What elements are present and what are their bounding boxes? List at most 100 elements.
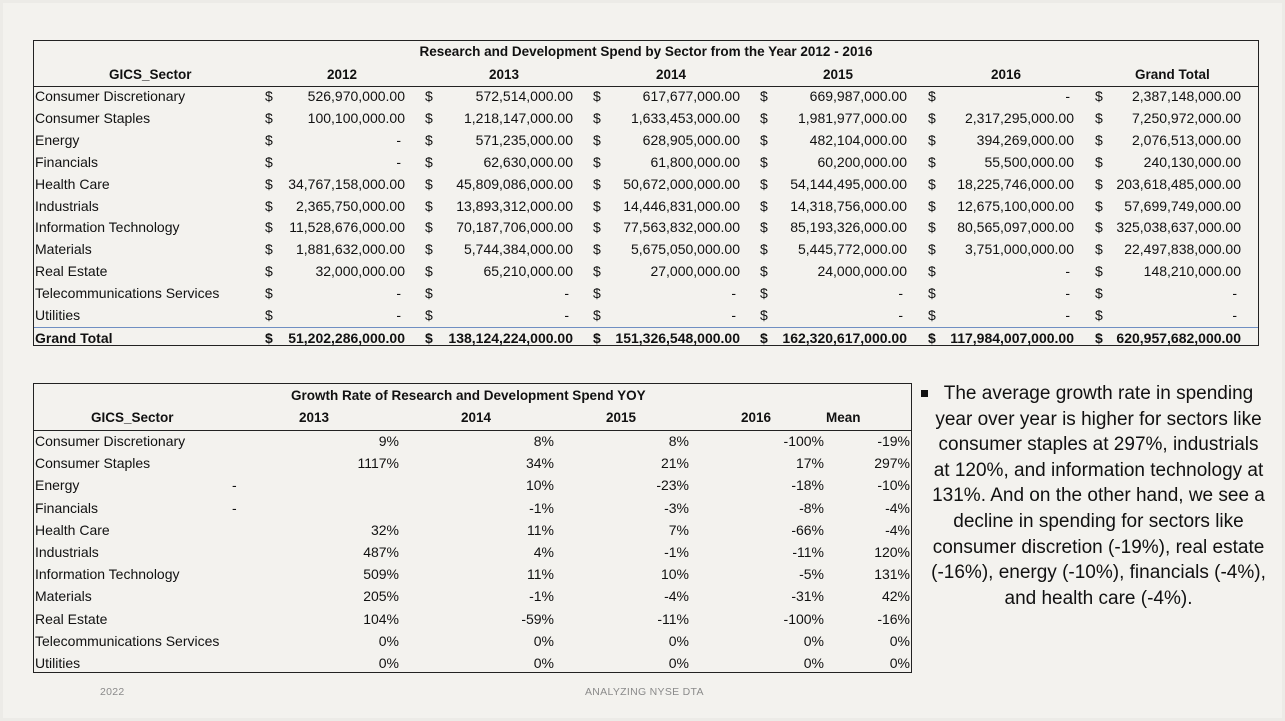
spend-value: 14,318,756,000.00	[790, 197, 907, 214]
growth-header-2015: 2015	[606, 410, 637, 425]
currency-symbol: $	[425, 285, 433, 302]
currency-symbol: $	[425, 241, 433, 258]
growth-rate-table-title: Growth Rate of Research and Development …	[291, 388, 646, 403]
spend-value: 80,565,097,000.00	[957, 219, 1074, 236]
table-row: Financials $ - $62,630,000.00 $61,800,000.00…	[34, 152, 1258, 174]
growth-value: 8%	[668, 433, 689, 449]
spend-value: 628,905,000.00	[642, 131, 740, 148]
header-2014: 2014	[656, 67, 687, 82]
growth-header-2016: 2016	[741, 410, 772, 425]
rd-spend-table-title: Research and Development Spend by Sector…	[419, 44, 873, 59]
spend-value: 85,193,326,000.00	[790, 219, 907, 236]
sector-label: Materials	[35, 241, 92, 258]
currency-symbol: $	[928, 109, 936, 126]
sector-label: Financials	[35, 153, 99, 170]
spend-value: 61,800,000.00	[650, 153, 740, 170]
growth-value: 0%	[803, 632, 824, 649]
growth-value: 10%	[525, 477, 554, 494]
spend-value: -	[731, 307, 736, 323]
currency-symbol: $	[425, 219, 433, 236]
currency-symbol: $	[760, 285, 768, 302]
grand-total-row: Grand Total $51,202,286,000.00 $138,124,22…	[34, 326, 1258, 350]
spend-value: 203,618,485,000.00	[1116, 175, 1241, 192]
header-2013: 2013	[489, 67, 520, 82]
summary-text: The average growth rate in spending year…	[931, 383, 1266, 609]
currency-symbol: $	[760, 197, 768, 214]
spend-value: -	[396, 153, 401, 170]
growth-header-2014: 2014	[461, 410, 492, 425]
currency-symbol: $	[1095, 88, 1103, 104]
spend-value: 669,987,000.00	[809, 88, 907, 104]
spend-value: 7,250,972,000.00	[1132, 109, 1241, 126]
table-row: Materials 205% -1% -4% -31% 42%	[34, 586, 911, 608]
growth-value: 7%	[668, 521, 689, 538]
spend-value: 138,124,224,000.00	[448, 329, 573, 346]
spend-value: 482,104,000.00	[809, 131, 907, 148]
growth-header-2013: 2013	[299, 410, 330, 425]
growth-value: 104%	[363, 610, 399, 627]
growth-value: -66%	[791, 521, 824, 538]
spend-value: 60,200,000.00	[817, 153, 907, 170]
currency-symbol: $	[760, 175, 768, 192]
growth-value: 17%	[795, 455, 824, 472]
growth-value: -4%	[885, 521, 910, 538]
currency-symbol: $	[1095, 307, 1103, 323]
spend-value: 18,225,746,000.00	[957, 175, 1074, 192]
sector-label: Industrials	[35, 544, 99, 560]
currency-symbol: $	[265, 307, 273, 323]
spend-value: -	[1065, 285, 1070, 302]
currency-symbol: $	[593, 197, 601, 214]
sector-label: Telecommunications Services	[35, 632, 220, 649]
growth-value: -11%	[792, 544, 824, 560]
growth-value: -19%	[877, 433, 910, 449]
currency-symbol: $	[928, 219, 936, 236]
currency-symbol: $	[593, 329, 601, 346]
spend-value: 5,445,772,000.00	[798, 241, 907, 258]
growth-value: 0%	[668, 632, 689, 649]
spend-value: 54,144,495,000.00	[790, 175, 907, 192]
spend-value: 5,675,050,000.00	[631, 241, 740, 258]
table-row: Financials - -1% -3% -8% -4%	[34, 498, 911, 520]
sector-label: Energy	[35, 477, 80, 494]
table-row: Consumer Staples 1117% 34% 21% 17% 297%	[34, 453, 911, 475]
growth-value: -10%	[877, 477, 910, 494]
sector-label: Information Technology	[35, 219, 180, 236]
slide: Research and Development Spend by Sector…	[3, 3, 1282, 718]
growth-value: 21%	[660, 455, 689, 472]
spend-value: 617,677,000.00	[642, 88, 740, 104]
header-2015: 2015	[823, 67, 854, 82]
spend-value: 50,672,000,000.00	[623, 175, 740, 192]
growth-header-row: GICS_Sector 2013 2014 2015 2016 Mean	[34, 408, 911, 431]
currency-symbol: $	[760, 263, 768, 280]
growth-value: -100%	[783, 610, 824, 627]
spend-value: -	[396, 285, 401, 302]
currency-symbol: $	[1095, 219, 1103, 236]
currency-symbol: $	[760, 109, 768, 126]
currency-symbol: $	[593, 88, 601, 104]
currency-symbol: $	[265, 197, 273, 214]
growth-value: 42%	[881, 588, 910, 605]
rd-spend-header-row: GICS_Sector 2012 2013 2014 2015 2016 Gra…	[34, 65, 1258, 87]
spend-value: -	[898, 285, 903, 302]
currency-symbol: $	[265, 153, 273, 170]
spend-value: 148,210,000.00	[1143, 263, 1241, 280]
growth-value: 8%	[533, 433, 554, 449]
table-row: Information Technology 509% 11% 10% -5% 131%	[34, 564, 911, 586]
growth-value: 131%	[874, 566, 910, 583]
growth-value: -8%	[799, 499, 824, 516]
currency-symbol: $	[265, 175, 273, 192]
currency-symbol: $	[425, 88, 433, 104]
currency-symbol: $	[1095, 263, 1103, 280]
currency-symbol: $	[1095, 241, 1103, 258]
currency-symbol: $	[593, 241, 601, 258]
spend-value: 5,744,384,000.00	[464, 241, 573, 258]
currency-symbol: $	[593, 109, 601, 126]
spend-value: 70,187,706,000.00	[456, 219, 573, 236]
growth-value: -3%	[664, 499, 689, 516]
growth-value: 0%	[889, 632, 910, 649]
currency-symbol: $	[265, 219, 273, 236]
spend-value: 22,497,838,000.00	[1124, 241, 1241, 258]
growth-value: -1%	[529, 588, 554, 605]
currency-symbol: $	[425, 329, 433, 346]
sector-label: Industrials	[35, 197, 99, 214]
